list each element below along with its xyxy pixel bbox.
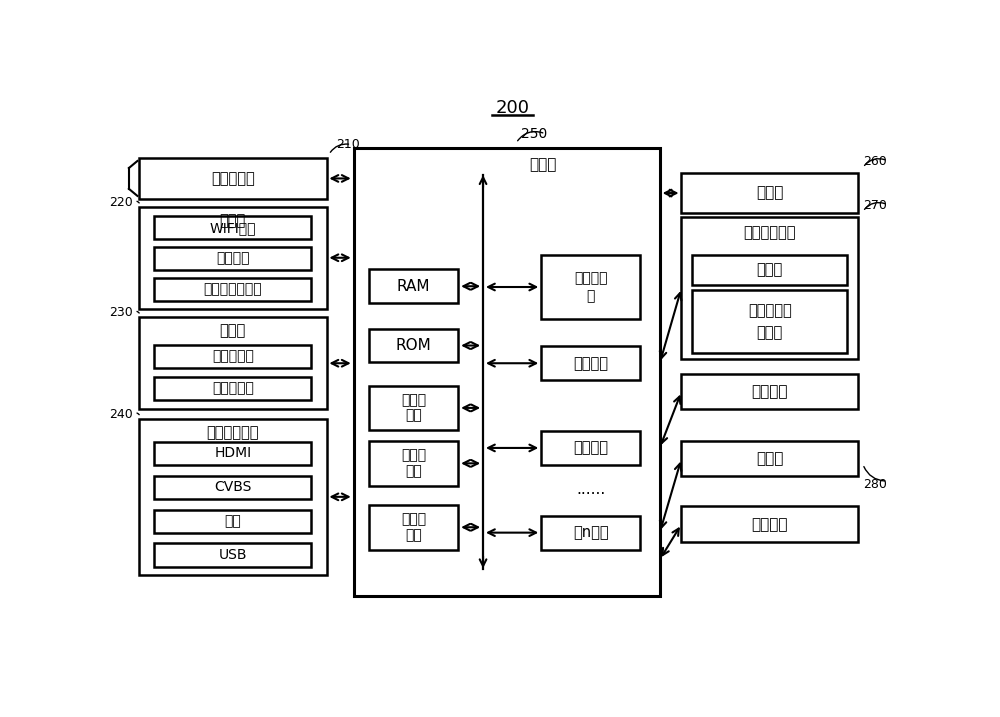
Bar [139,207,326,308]
Text: 出端子: 出端子 [757,325,783,340]
Bar [541,255,640,318]
Text: 外接音响输: 外接音响输 [748,303,792,318]
Bar [369,270,458,303]
Bar [139,317,326,409]
Text: 图形处: 图形处 [401,449,426,462]
Bar [154,510,311,533]
Text: WIFI模块: WIFI模块 [209,221,256,234]
Bar [154,475,311,499]
Bar [369,441,458,485]
Text: USB: USB [218,548,247,562]
Bar [154,543,311,566]
Text: 有线以太网模块: 有线以太网模块 [203,282,262,296]
Bar [154,247,311,270]
Text: 230: 230 [109,306,133,319]
Text: 外部装置接口: 外部装置接口 [206,425,259,440]
Text: 图像采集器: 图像采集器 [212,381,254,396]
Text: 200: 200 [496,100,530,118]
Bar [369,505,458,549]
Text: 270: 270 [863,199,887,212]
Bar [154,377,311,400]
Text: 理器: 理器 [405,409,422,422]
Bar [692,290,847,353]
Bar [154,277,311,301]
Text: 视频处: 视频处 [401,393,426,407]
Bar [681,441,858,476]
Text: 中央处理: 中央处理 [574,271,608,285]
Bar [369,386,458,430]
Text: ......: ...... [576,482,605,497]
Bar [354,148,660,596]
Bar [681,217,858,359]
Text: 理器: 理器 [405,528,422,542]
Text: ROM: ROM [396,338,432,353]
Text: 器: 器 [587,289,595,303]
Text: 显示器: 显示器 [756,186,783,201]
Text: 扬声器: 扬声器 [757,262,783,277]
Text: 分量: 分量 [224,514,241,528]
Text: 220: 220 [109,196,133,209]
Text: 蓝牙模块: 蓝牙模块 [216,252,249,265]
Text: 280: 280 [863,478,887,490]
Text: 控制器: 控制器 [530,157,557,172]
Bar [541,431,640,465]
Bar [139,419,326,575]
Text: RAM: RAM [397,279,430,294]
Bar [692,255,847,285]
Bar [541,516,640,549]
Text: 供电电源: 供电电源 [752,384,788,399]
Text: CVBS: CVBS [214,480,251,494]
Bar [541,346,640,380]
Text: 第一接口: 第一接口 [573,356,608,371]
Text: 存储器: 存储器 [756,451,783,466]
Text: 理器: 理器 [405,464,422,478]
Text: 音频处: 音频处 [401,513,426,526]
Text: 声音采集器: 声音采集器 [212,349,254,364]
Text: 250: 250 [521,127,547,141]
Bar [681,173,858,213]
Text: 210: 210 [336,138,360,151]
Text: 240: 240 [109,407,133,421]
Text: 用户接口: 用户接口 [752,517,788,532]
Text: 第二接口: 第二接口 [573,440,608,455]
Text: HDMI: HDMI [214,446,251,460]
Text: 通信器: 通信器 [220,213,246,228]
Text: 调谐解调器: 调谐解调器 [211,171,255,186]
Bar [154,216,311,239]
Text: 第n接口: 第n接口 [573,525,609,540]
Bar [154,345,311,368]
Bar [154,442,311,465]
Bar [681,506,858,542]
Bar [681,374,858,409]
Text: 检测器: 检测器 [220,323,246,338]
Text: 音频输出接口: 音频输出接口 [744,225,796,240]
Bar [139,158,326,199]
Text: 260: 260 [863,155,887,168]
Bar [369,328,458,363]
